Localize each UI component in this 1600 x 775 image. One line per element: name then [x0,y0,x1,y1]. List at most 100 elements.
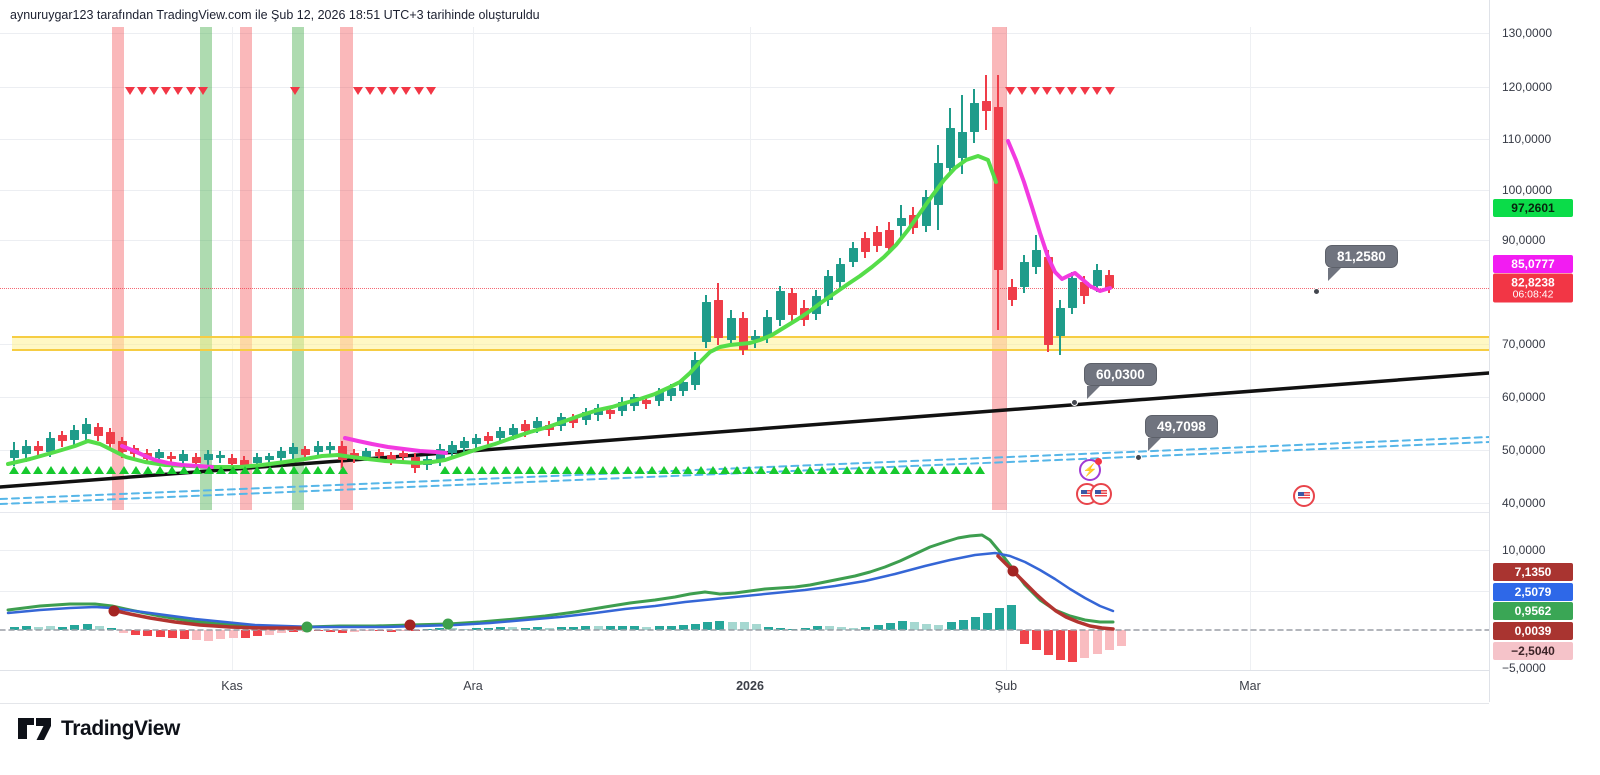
price-tooltip[interactable]: 49,7098 [1145,415,1218,438]
chart-plot-area[interactable]: ⚡ 81,2580 60,0300 49,7098 [0,0,1489,775]
sell-arrow-icon [425,87,436,95]
tradingview-logo[interactable]: TradingView [16,714,180,744]
candle [1092,269,1102,286]
price-tick-label: 70,0000 [1502,337,1546,351]
buy-triangle-icon [634,466,645,474]
grid-line-h [0,502,1489,504]
flag-canton [1298,492,1304,496]
buy-triangle-icon [130,466,141,474]
sell-arrow-icon [289,87,300,95]
candle [142,452,152,459]
indicator-tick-label: 10,0000 [1502,543,1546,557]
histogram-bar [1068,630,1078,662]
histogram-bar [338,630,348,633]
histogram-bar [581,626,591,630]
histogram-bar [1104,630,1114,650]
buy-triangle-icon [118,466,129,474]
tooltip-tail [1087,386,1100,399]
grid-line-h [0,549,1489,551]
histogram-bar [398,630,408,631]
histogram-bar [374,630,384,631]
price-tick-label: 130,0000 [1502,26,1553,40]
buy-triangle-icon [33,466,44,474]
time-tick-label[interactable]: Şub [994,679,1018,693]
price-axis[interactable]: 130,0000 120,0000 110,0000 100,0000 90,0000 7… [1489,0,1600,702]
time-axis[interactable]: Kas Ara 2026 Şub Mar [0,670,1489,704]
time-tick-label[interactable]: Ara [463,679,483,693]
axis-value-label: 0,9562 [1493,602,1573,620]
buy-triangle-icon [228,466,239,474]
candle [129,447,139,454]
candle [678,381,688,391]
histogram-bar [532,627,542,630]
sell-arrow-icon [389,87,400,95]
histogram-bar [885,623,895,630]
candle [227,457,237,464]
histogram-bar [605,626,615,630]
histogram-bar [70,625,80,630]
buy-triangle-icon [732,466,743,474]
buy-triangle-icon [155,466,166,474]
histogram-bar [179,630,189,639]
candle [617,401,627,411]
histogram-bar [216,630,226,639]
us-flag-event-icon[interactable] [1090,483,1112,505]
buy-triangle-icon [276,466,287,474]
candle [57,434,67,441]
candle [288,446,298,454]
time-tick-label[interactable]: Mar [1239,679,1261,693]
candle [835,263,845,282]
buy-triangle-icon [914,466,925,474]
tradingview-logo-text: TradingView [61,717,180,740]
buy-triangle-icon [768,466,779,474]
indicator-tick-label: −5,0000 [1502,661,1546,675]
us-flag-event-icon[interactable] [1293,485,1315,507]
axis-value-label: 2,5079 [1493,583,1573,601]
buy-triangle-icon [325,466,336,474]
histogram-bar [618,626,627,630]
price-tick-label: 40,0000 [1502,496,1546,510]
candle [337,445,347,460]
candle [1019,261,1029,287]
panel-separator [0,512,1489,513]
candle [483,435,493,441]
notification-dot-icon [1095,458,1102,465]
price-tooltip[interactable]: 81,2580 [1325,245,1398,268]
event-band-green [292,27,304,510]
sell-arrow-icon [1054,87,1065,95]
buy-triangle-icon [780,466,791,474]
tooltip-anchor-dot [1135,454,1142,461]
histogram-bar [995,608,1005,630]
buy-triangle-icon [573,466,584,474]
candle [799,307,809,320]
buy-triangle-icon [452,466,463,474]
buy-triangle-icon [707,466,718,474]
axis-value-label: 97,2601 [1493,199,1573,217]
histogram-bar [484,628,494,630]
time-tick-label[interactable]: 2026 [736,679,764,693]
buy-triangle-icon [240,466,251,474]
buy-triangle-icon [500,466,511,474]
candle [435,448,445,461]
price-tooltip[interactable]: 60,0300 [1084,363,1157,386]
histogram-bar [691,624,701,630]
candle [386,454,396,460]
histogram-bar [715,621,725,630]
candle [252,457,262,463]
histogram-bar [776,628,786,630]
candle [191,457,201,463]
time-tick-label[interactable]: Kas [221,679,243,693]
sell-arrow-icon [401,87,412,95]
buy-triangle-icon [865,466,876,474]
candle [726,317,736,340]
candle [629,397,639,406]
histogram-bar [447,628,457,630]
buy-triangle-icon [853,466,864,474]
buy-triangle-icon [57,466,68,474]
candle [713,299,723,338]
grid-line-h [0,239,1489,241]
candle [520,423,530,431]
buy-triangle-icon [963,466,974,474]
buy-triangle-icon [69,466,80,474]
